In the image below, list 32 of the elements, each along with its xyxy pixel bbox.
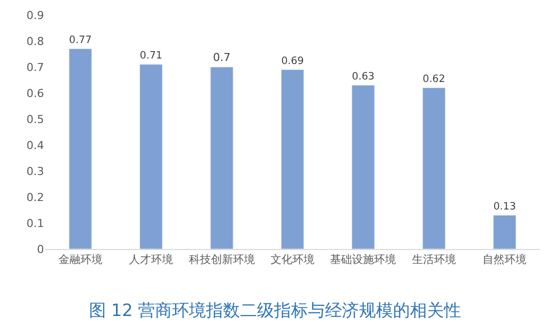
data-label: 0.69 (281, 56, 304, 67)
y-tick-label: 0.4 (26, 138, 44, 152)
data-label: 0.7 (213, 51, 231, 64)
x-tick-label: 基础设施环境 (330, 253, 396, 266)
y-tick-label: 0.1 (26, 216, 44, 230)
bar (210, 66, 234, 249)
bar (140, 64, 163, 249)
x-tick-label: 自然环境 (482, 253, 527, 266)
y-tick-label: 0.2 (26, 190, 44, 204)
data-label: 0.77 (69, 35, 92, 46)
x-tick-label: 生活环境 (412, 253, 456, 266)
y-tick-label: 0 (37, 242, 44, 256)
data-label: 0.63 (352, 71, 375, 82)
x-tick-label: 金融环境 (58, 253, 102, 266)
data-label: 0.71 (140, 50, 162, 62)
y-tick-label: 0.7 (26, 60, 44, 74)
data-label: 0.13 (493, 201, 516, 212)
y-tick-label: 0.3 (26, 164, 44, 178)
bar (352, 84, 375, 249)
y-tick-label: 0.8 (26, 34, 44, 48)
bar (493, 214, 516, 249)
bar (422, 88, 446, 249)
bar (280, 69, 304, 249)
y-tick-label: 0.6 (26, 86, 44, 100)
text: 图 12 营商环境指数二级指标与经济规模的相关性 (88, 300, 462, 321)
x-tick-label: 人才环境 (129, 253, 174, 266)
y-tick-label: 0.5 (26, 112, 44, 126)
x-tick-label: 文化环境 (270, 253, 314, 266)
bar (68, 48, 92, 249)
x-tick-label: 科技创新环境 (188, 253, 255, 266)
y-tick-label: 0.9 (26, 8, 44, 22)
data-label: 0.62 (422, 74, 446, 86)
